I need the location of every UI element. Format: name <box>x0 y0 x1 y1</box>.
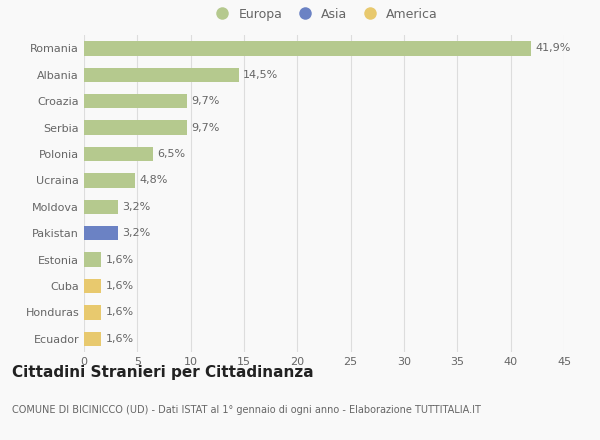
Text: 1,6%: 1,6% <box>106 281 133 291</box>
Bar <box>84 41 531 55</box>
Bar <box>84 332 101 346</box>
Text: 6,5%: 6,5% <box>158 149 186 159</box>
Text: 1,6%: 1,6% <box>106 334 133 344</box>
Text: 41,9%: 41,9% <box>535 44 571 53</box>
Bar <box>84 305 101 319</box>
Text: COMUNE DI BICINICCO (UD) - Dati ISTAT al 1° gennaio di ogni anno - Elaborazione : COMUNE DI BICINICCO (UD) - Dati ISTAT al… <box>12 405 481 415</box>
Text: 4,8%: 4,8% <box>139 176 168 185</box>
Bar <box>84 147 154 161</box>
Bar <box>84 173 135 187</box>
Bar <box>84 279 101 293</box>
Bar <box>84 226 118 240</box>
Text: 3,2%: 3,2% <box>122 228 151 238</box>
Text: 9,7%: 9,7% <box>192 123 220 132</box>
Bar <box>84 253 101 267</box>
Text: 1,6%: 1,6% <box>106 308 133 317</box>
Text: 9,7%: 9,7% <box>192 96 220 106</box>
Bar <box>84 68 239 82</box>
Bar <box>84 120 187 135</box>
Text: Cittadini Stranieri per Cittadinanza: Cittadini Stranieri per Cittadinanza <box>12 365 314 380</box>
Legend: Europa, Asia, America: Europa, Asia, America <box>205 3 443 26</box>
Text: 3,2%: 3,2% <box>122 202 151 212</box>
Bar <box>84 200 118 214</box>
Bar <box>84 94 187 109</box>
Text: 1,6%: 1,6% <box>106 255 133 264</box>
Text: 14,5%: 14,5% <box>243 70 278 80</box>
